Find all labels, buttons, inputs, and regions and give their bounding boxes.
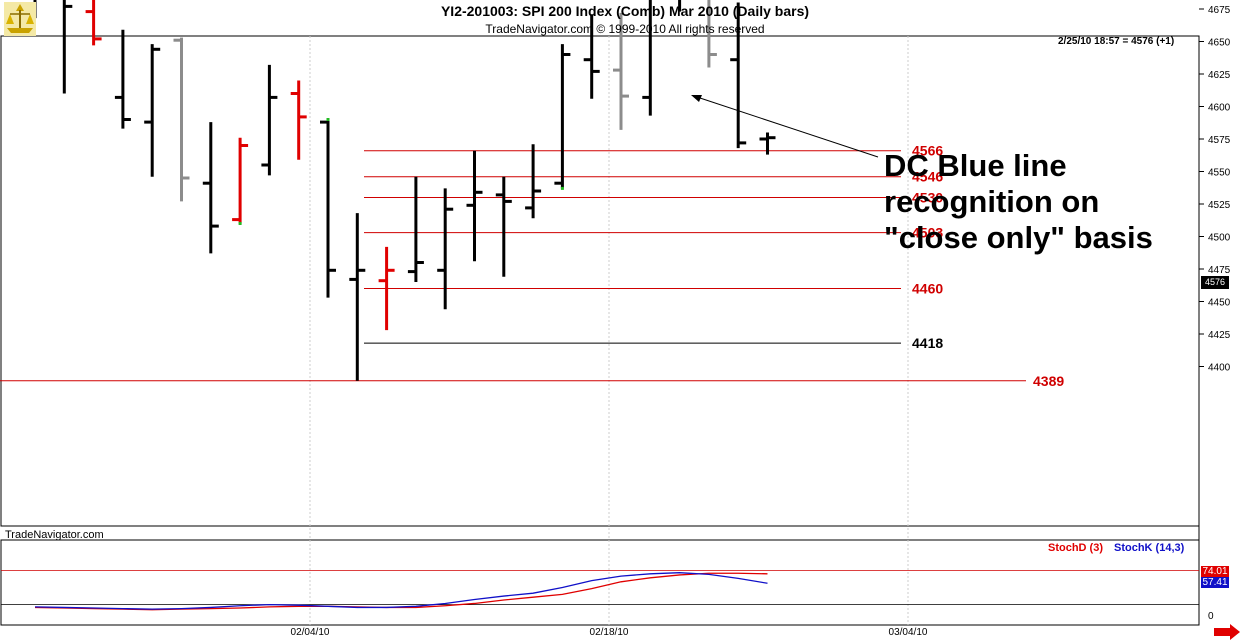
tradenavigator-logo-icon — [4, 2, 36, 36]
ohlc-bar — [202, 122, 219, 254]
y-tick-label: 4450 — [1208, 298, 1231, 309]
ohlc-bar — [85, 0, 102, 46]
signal-dot — [560, 186, 564, 190]
level-label: 4566 — [912, 143, 943, 159]
ohlc-bar — [707, 0, 717, 68]
y-tick-label: 4625 — [1208, 70, 1231, 81]
y-tick-label: 4550 — [1208, 168, 1231, 179]
stoch-d-legend: StochD (3) — [1048, 542, 1103, 554]
level-label: 4503 — [912, 225, 943, 241]
ohlc-bar — [554, 44, 571, 190]
ohlc-bar — [495, 176, 512, 277]
ohlc-bar — [466, 150, 483, 262]
ohlc-bar — [144, 44, 161, 177]
level-label: 4389 — [1033, 373, 1064, 389]
x-tick-label: 02/04/10 — [291, 627, 330, 638]
y-tick-label: 4650 — [1208, 38, 1231, 49]
ohlc-bar — [261, 64, 278, 176]
ohlc-bar — [232, 137, 249, 225]
callout-line — [696, 96, 879, 158]
chart-title: YI2-201003: SPI 200 Index (Comb) Mar 201… — [440, 3, 810, 19]
copyright-line: TradeNavigator.com © 1999-2010 All right… — [485, 22, 765, 36]
level-label: 4460 — [912, 281, 943, 297]
x-tick-label: 02/18/10 — [590, 627, 629, 638]
ohlc-bar — [407, 176, 424, 282]
stoch-axis-zero: 0 — [1208, 611, 1214, 622]
ohlc-bar — [320, 118, 336, 298]
ohlc-bar — [678, 0, 682, 12]
last-price-tag: 4576 — [1201, 276, 1229, 289]
y-tick-label: 4675 — [1208, 5, 1231, 16]
ohlc-bar — [583, 14, 600, 99]
y-tick-label: 4575 — [1208, 135, 1231, 146]
ohlc-bar — [759, 132, 776, 155]
stoch-k-value-tag: 57.41 — [1201, 577, 1229, 588]
ohlc-bar — [349, 213, 366, 381]
ohlc-bar — [525, 144, 542, 219]
ohlc-bar — [730, 2, 747, 149]
indicator-panel-frame — [0, 539, 1200, 626]
ohlc-bar — [173, 37, 190, 202]
y-tick-label: 4425 — [1208, 330, 1231, 341]
scroll-right-arrow-icon[interactable] — [1212, 624, 1242, 640]
level-label: 4530 — [912, 190, 943, 206]
y-tick-label: 4500 — [1208, 233, 1231, 244]
ohlc-bar — [378, 246, 395, 331]
signal-dot — [238, 222, 242, 225]
ohlc-bar — [613, 12, 629, 130]
ohlc-bar — [290, 80, 307, 160]
level-label: 4418 — [912, 335, 943, 351]
callout-arrowhead — [691, 95, 702, 102]
stoch-d-value-tag: 74.01 — [1201, 566, 1229, 577]
x-tick-label: 03/04/10 — [889, 627, 928, 638]
ohlc-bar — [62, 0, 73, 94]
signal-dot — [326, 118, 330, 121]
stoch-k-legend: StochK (14,3) — [1114, 542, 1185, 554]
brand-label: TradeNavigator.com — [5, 529, 104, 541]
ohlc-bar — [642, 0, 652, 116]
annotation-text: DC Blue line recognition on "close only"… — [884, 148, 1153, 255]
y-tick-label: 4600 — [1208, 103, 1231, 114]
y-tick-label: 4525 — [1208, 200, 1231, 211]
last-quote-readout: 2/25/10 18:57 = 4576 (+1) — [1058, 36, 1175, 47]
ohlc-bar — [437, 188, 454, 310]
level-label: 4546 — [912, 169, 943, 185]
y-tick-label: 4475 — [1208, 265, 1231, 276]
ohlc-bar — [114, 29, 131, 129]
y-tick-label: 4400 — [1208, 363, 1231, 374]
stoch-k-line — [34, 572, 768, 610]
